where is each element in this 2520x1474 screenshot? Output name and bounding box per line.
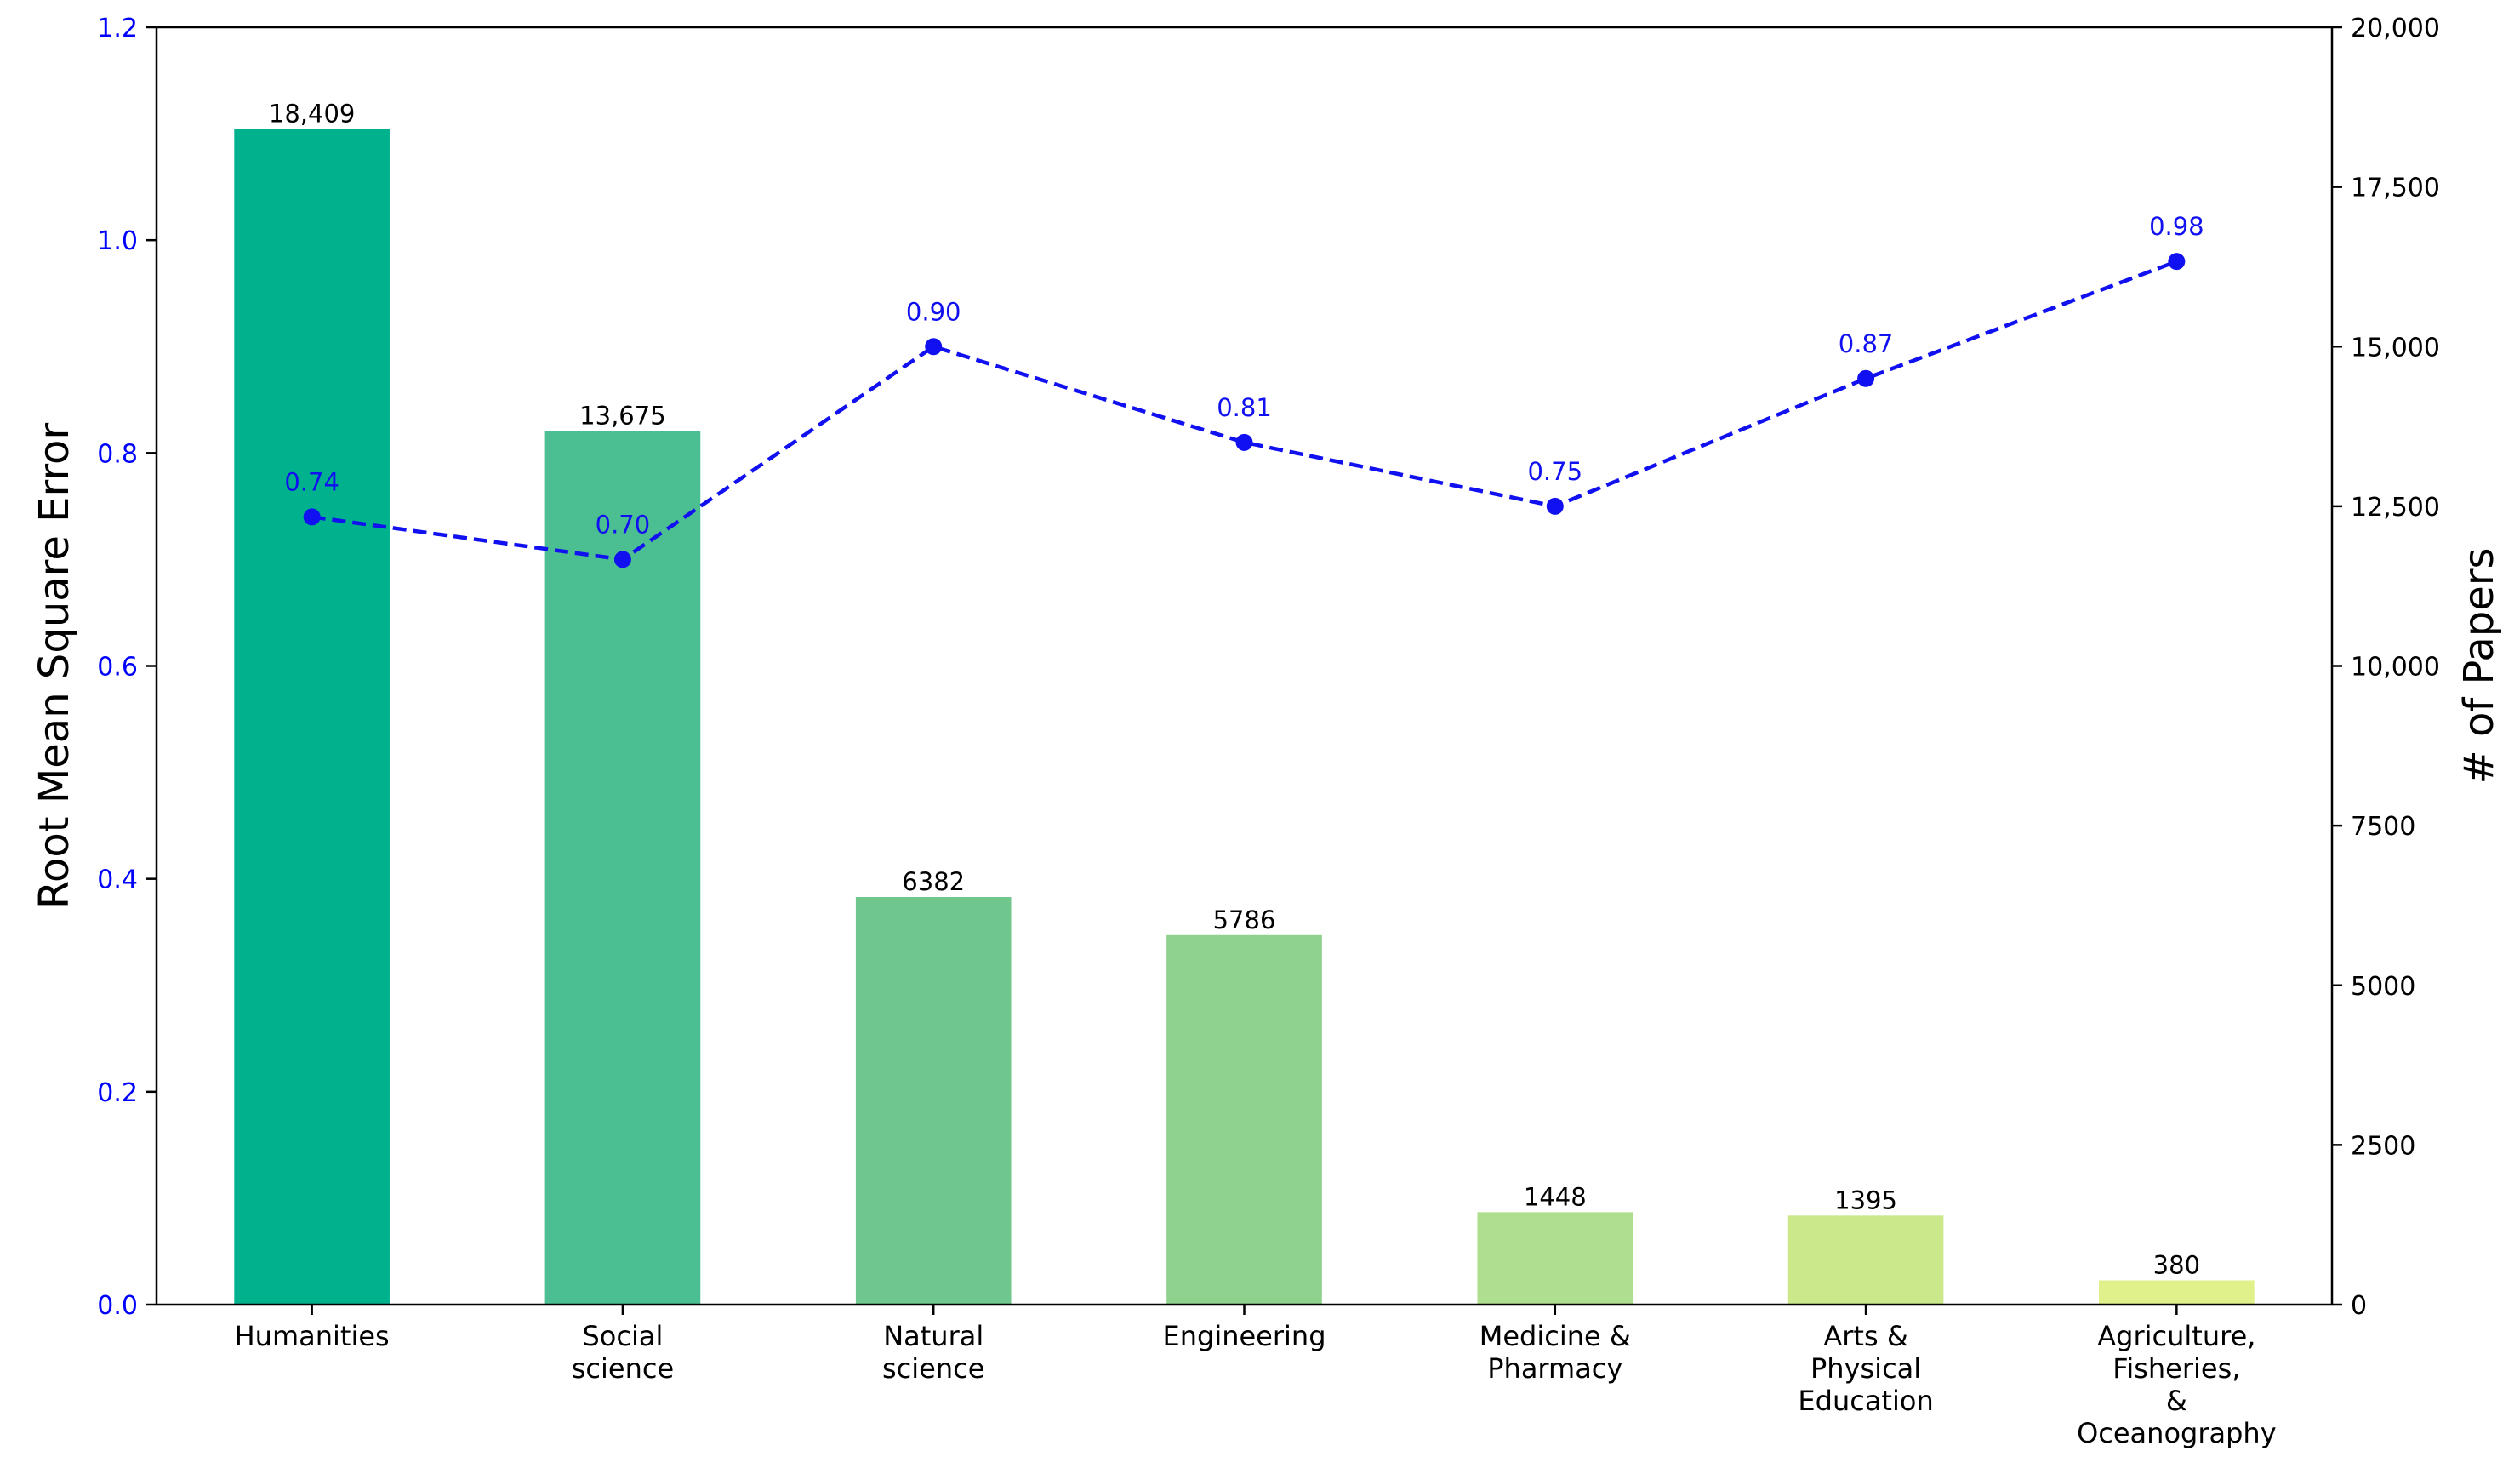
rmse-value-label-2: 0.90 <box>906 297 961 326</box>
bar-2 <box>855 897 1012 1305</box>
x-tick-label-line: Natural <box>883 1320 983 1352</box>
x-tick-label-3: Engineering <box>1163 1320 1326 1352</box>
rmse-value-label-5: 0.87 <box>1839 329 1894 358</box>
bar-value-label-2: 6382 <box>902 867 965 896</box>
x-tick-label-line: Oceanography <box>2077 1417 2277 1449</box>
x-tick-label-2: Natural science <box>882 1320 984 1385</box>
right-tick-label-2: 5000 <box>2351 972 2415 1002</box>
right-tick-label-0: 0 <box>2351 1291 2367 1321</box>
left-tick-label-6: 1.2 <box>97 14 138 43</box>
x-tick-label-0: Humanities <box>235 1320 390 1352</box>
rmse-value-label-0: 0.74 <box>284 467 339 496</box>
x-tick-label-line: Social <box>582 1320 663 1352</box>
bar-value-label-0: 18,409 <box>269 99 355 128</box>
x-tick-label-line: Engineering <box>1163 1320 1326 1352</box>
bar-3 <box>1166 934 1322 1305</box>
rmse-point-2 <box>925 338 943 356</box>
x-tick-label-line: science <box>572 1352 674 1385</box>
x-tick-label-4: Medicine & Pharmacy <box>1480 1320 1631 1385</box>
x-tick-label-1: Social science <box>572 1320 674 1385</box>
right-tick-label-6: 15,000 <box>2351 333 2440 363</box>
bar-value-label-1: 13,675 <box>579 402 665 431</box>
x-tick-label-line: science <box>882 1352 984 1385</box>
rmse-point-4 <box>1546 497 1564 515</box>
rmse-value-label-3: 0.81 <box>1217 393 1272 422</box>
x-tick-label-line: Arts & <box>1823 1320 1907 1352</box>
rmse-value-label-1: 0.70 <box>596 510 651 539</box>
right-tick-label-4: 10,000 <box>2351 653 2440 683</box>
line-layer <box>303 253 2186 568</box>
left-axis-title: Root Mean Square Error <box>31 423 78 910</box>
right-tick-label-1: 2500 <box>2351 1131 2415 1161</box>
left-tick-label-1: 0.2 <box>97 1078 138 1108</box>
axes-layer: 0.0 0.2 0.4 0.6 0.8 1.0 1.2 0 2500 5000 7500 10,000… <box>31 14 2503 1449</box>
bar-1 <box>544 431 701 1305</box>
left-tick-label-5: 1.0 <box>97 226 138 256</box>
x-tick-label-line: Fisheries, <box>2112 1352 2240 1385</box>
labels-layer: 18,409 13,675 6382 5786 1448 1395 380 0.74 0.70 0… <box>269 99 2204 1279</box>
x-tick-label-line: Agriculture, <box>2097 1320 2255 1352</box>
left-tick-label-0: 0.0 <box>97 1291 138 1321</box>
bars-layer <box>234 129 2255 1305</box>
x-tick-label-line: Medicine & <box>1480 1320 1631 1352</box>
rmse-value-label-4: 0.75 <box>1527 457 1582 486</box>
right-tick-label-5: 12,500 <box>2351 493 2440 523</box>
x-tick-label-line: & <box>2166 1385 2187 1417</box>
bar-value-label-3: 5786 <box>1213 906 1276 934</box>
bar-0 <box>234 129 390 1305</box>
rmse-value-label-6: 0.98 <box>2149 212 2204 241</box>
bar-5 <box>1787 1215 1944 1305</box>
bar-value-label-6: 380 <box>2153 1250 2200 1279</box>
right-axis-title: # of Papers <box>2455 548 2503 785</box>
rmse-point-5 <box>1857 369 1875 387</box>
bar-value-label-5: 1395 <box>1834 1185 1897 1214</box>
left-tick-label-2: 0.4 <box>97 866 138 895</box>
bar-4 <box>1477 1212 1633 1305</box>
bar-value-label-4: 1448 <box>1524 1182 1587 1211</box>
right-tick-label-8: 20,000 <box>2351 14 2440 43</box>
left-tick-label-4: 0.8 <box>97 439 138 469</box>
right-tick-label-3: 7500 <box>2351 812 2415 842</box>
x-tick-label-line: Pharmacy <box>1487 1352 1622 1385</box>
bar-6 <box>2099 1280 2255 1305</box>
x-tick-label-6: Agriculture, Fisheries, & Oceanography <box>2077 1320 2277 1449</box>
x-tick-label-line: Humanities <box>235 1320 390 1352</box>
x-tick-label-line: Physical <box>1810 1352 1921 1385</box>
rmse-point-6 <box>2168 253 2186 271</box>
rmse-point-3 <box>1235 433 1253 451</box>
x-tick-label-line: Education <box>1798 1385 1933 1417</box>
right-tick-label-7: 17,500 <box>2351 174 2440 203</box>
left-tick-label-3: 0.6 <box>97 653 138 683</box>
rmse-point-0 <box>303 508 321 526</box>
rmse-point-1 <box>613 551 631 568</box>
x-tick-label-5: Arts & Physical Education <box>1798 1320 1933 1417</box>
